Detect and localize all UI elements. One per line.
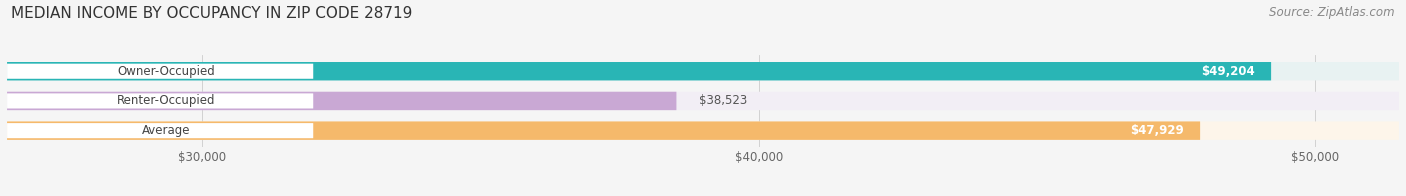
FancyBboxPatch shape [7,62,1399,80]
FancyBboxPatch shape [7,93,314,109]
Text: $47,929: $47,929 [1129,124,1184,137]
FancyBboxPatch shape [7,62,1271,80]
Text: MEDIAN INCOME BY OCCUPANCY IN ZIP CODE 28719: MEDIAN INCOME BY OCCUPANCY IN ZIP CODE 2… [11,6,412,21]
Text: Average: Average [142,124,191,137]
FancyBboxPatch shape [7,92,1399,110]
FancyBboxPatch shape [7,92,676,110]
FancyBboxPatch shape [7,123,314,138]
FancyBboxPatch shape [7,122,1201,140]
FancyBboxPatch shape [7,122,1399,140]
Text: Renter-Occupied: Renter-Occupied [117,94,215,107]
Text: Owner-Occupied: Owner-Occupied [117,65,215,78]
Text: $38,523: $38,523 [699,94,747,107]
FancyBboxPatch shape [7,64,314,79]
Text: $49,204: $49,204 [1201,65,1254,78]
Text: Source: ZipAtlas.com: Source: ZipAtlas.com [1270,6,1395,19]
